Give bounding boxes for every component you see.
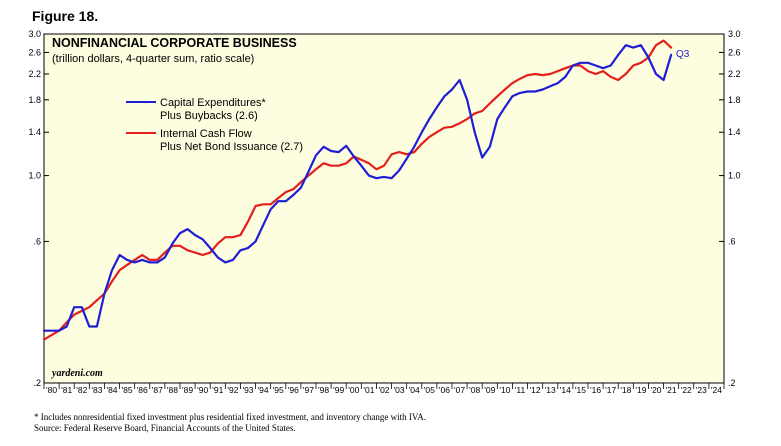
x-tick-label: '80	[46, 385, 57, 395]
footnotes: * Includes nonresidential fixed investme…	[34, 412, 426, 434]
x-tick-label: '24	[711, 385, 722, 395]
x-tick-label: '89	[182, 385, 193, 395]
y-tick-label-left: .6	[33, 236, 41, 246]
y-tick-label-left: 1.4	[28, 127, 41, 137]
x-tick-label: '82	[76, 385, 87, 395]
legend-label-cash-flow-line1: Internal Cash Flow	[160, 128, 252, 140]
x-tick-label: '91	[212, 385, 223, 395]
x-tick-label: '06	[439, 385, 450, 395]
x-tick-label: '14	[560, 385, 571, 395]
legend-label-capex-line2: Plus Buybacks (2.6)	[160, 110, 258, 122]
x-tick-label: '92	[227, 385, 238, 395]
x-tick-label: '99	[333, 385, 344, 395]
x-tick-label: '08	[469, 385, 480, 395]
x-axis: '80 '81 '82 '83 '84 '85 '86 '87 '88 '89 '90 '91 '92 '…	[43, 383, 725, 395]
y-tick-label-right: 1.0	[728, 171, 741, 181]
y-tick-label-right: 1.8	[728, 95, 741, 105]
x-tick-label: '93	[242, 385, 253, 395]
x-tick-label: '90	[197, 385, 208, 395]
x-tick-label: '81	[61, 385, 72, 395]
chart-title: NONFINANCIAL CORPORATE BUSINESS	[52, 36, 297, 50]
x-tick-label: '85	[122, 385, 133, 395]
x-tick-label: '88	[167, 385, 178, 395]
x-tick-label: '83	[91, 385, 102, 395]
series-line-capex-plus-buybacks	[42, 44, 673, 332]
x-tick-label: '12	[530, 385, 541, 395]
x-tick-label: '15	[575, 385, 586, 395]
series-lines	[42, 39, 673, 341]
x-tick-label: '97	[303, 385, 314, 395]
y-tick-label-left: 2.2	[28, 69, 41, 79]
right-y-axis: 3.0 2.6 2.2 1.8 1.4 1.0 .6 .2	[719, 29, 741, 388]
yardeni-source-tag: yardeni.com	[51, 368, 103, 379]
y-tick-label-left: 3.0	[28, 29, 41, 39]
x-tick-label: '95	[273, 385, 284, 395]
y-tick-label-left: 2.6	[28, 47, 41, 57]
x-tick-label: '22	[681, 385, 692, 395]
y-tick-label-left: 1.0	[28, 171, 41, 181]
left-y-axis: 3.0 2.6 2.2 1.8 1.4 1.0 .6 .2	[28, 29, 49, 388]
x-tick-label: '00	[348, 385, 359, 395]
x-tick-label: '02	[378, 385, 389, 395]
footnote-definition: * Includes nonresidential fixed investme…	[34, 412, 426, 422]
x-tick-label: '07	[454, 385, 465, 395]
x-tick-label: '21	[666, 385, 677, 395]
x-tick-label: '13	[545, 385, 556, 395]
x-tick-label: '03	[394, 385, 405, 395]
y-tick-label-right: .6	[728, 236, 736, 246]
x-tick-label: '01	[363, 385, 374, 395]
x-tick-label: '20	[650, 385, 661, 395]
x-tick-label: '16	[590, 385, 601, 395]
x-tick-label: '86	[137, 385, 148, 395]
y-tick-label-right: .2	[728, 378, 736, 388]
q3-annotation: Q3	[676, 49, 690, 60]
x-tick-label: '19	[635, 385, 646, 395]
y-tick-label-right: 2.6	[728, 47, 741, 57]
plot-area	[43, 33, 725, 384]
x-tick-label: '23	[696, 385, 707, 395]
y-tick-label-right: 3.0	[728, 29, 741, 39]
y-tick-label-right: 2.2	[728, 69, 741, 79]
x-tick-label: '11	[515, 385, 526, 395]
y-tick-label-left: .2	[33, 378, 41, 388]
x-tick-label: '09	[484, 385, 495, 395]
x-tick-label: '17	[605, 385, 616, 395]
x-tick-label: '10	[499, 385, 510, 395]
y-tick-label-right: 1.4	[728, 127, 741, 137]
legend-label-capex-line1: Capital Expenditures*	[160, 97, 267, 109]
x-tick-label: '05	[424, 385, 435, 395]
chart-subtitle: (trillion dollars, 4-quarter sum, ratio …	[52, 53, 254, 65]
y-tick-label-left: 1.8	[28, 95, 41, 105]
legend-label-cash-flow-line2: Plus Net Bond Issuance (2.7)	[160, 141, 303, 153]
x-tick-label: '87	[152, 385, 163, 395]
x-tick-label: '04	[409, 385, 420, 395]
series-line-cash-flow-plus-bond-issuance	[42, 39, 673, 341]
legend: Capital Expenditures* Plus Buybacks (2.6…	[126, 97, 303, 153]
x-tick-label: '94	[258, 385, 269, 395]
x-tick-label: '84	[106, 385, 117, 395]
x-tick-label: '18	[620, 385, 631, 395]
footnote-source: Source: Federal Reserve Board, Financial…	[34, 423, 296, 433]
x-tick-label: '98	[318, 385, 329, 395]
figure-label: Figure 18.	[32, 8, 99, 24]
x-tick-label: '96	[288, 385, 299, 395]
